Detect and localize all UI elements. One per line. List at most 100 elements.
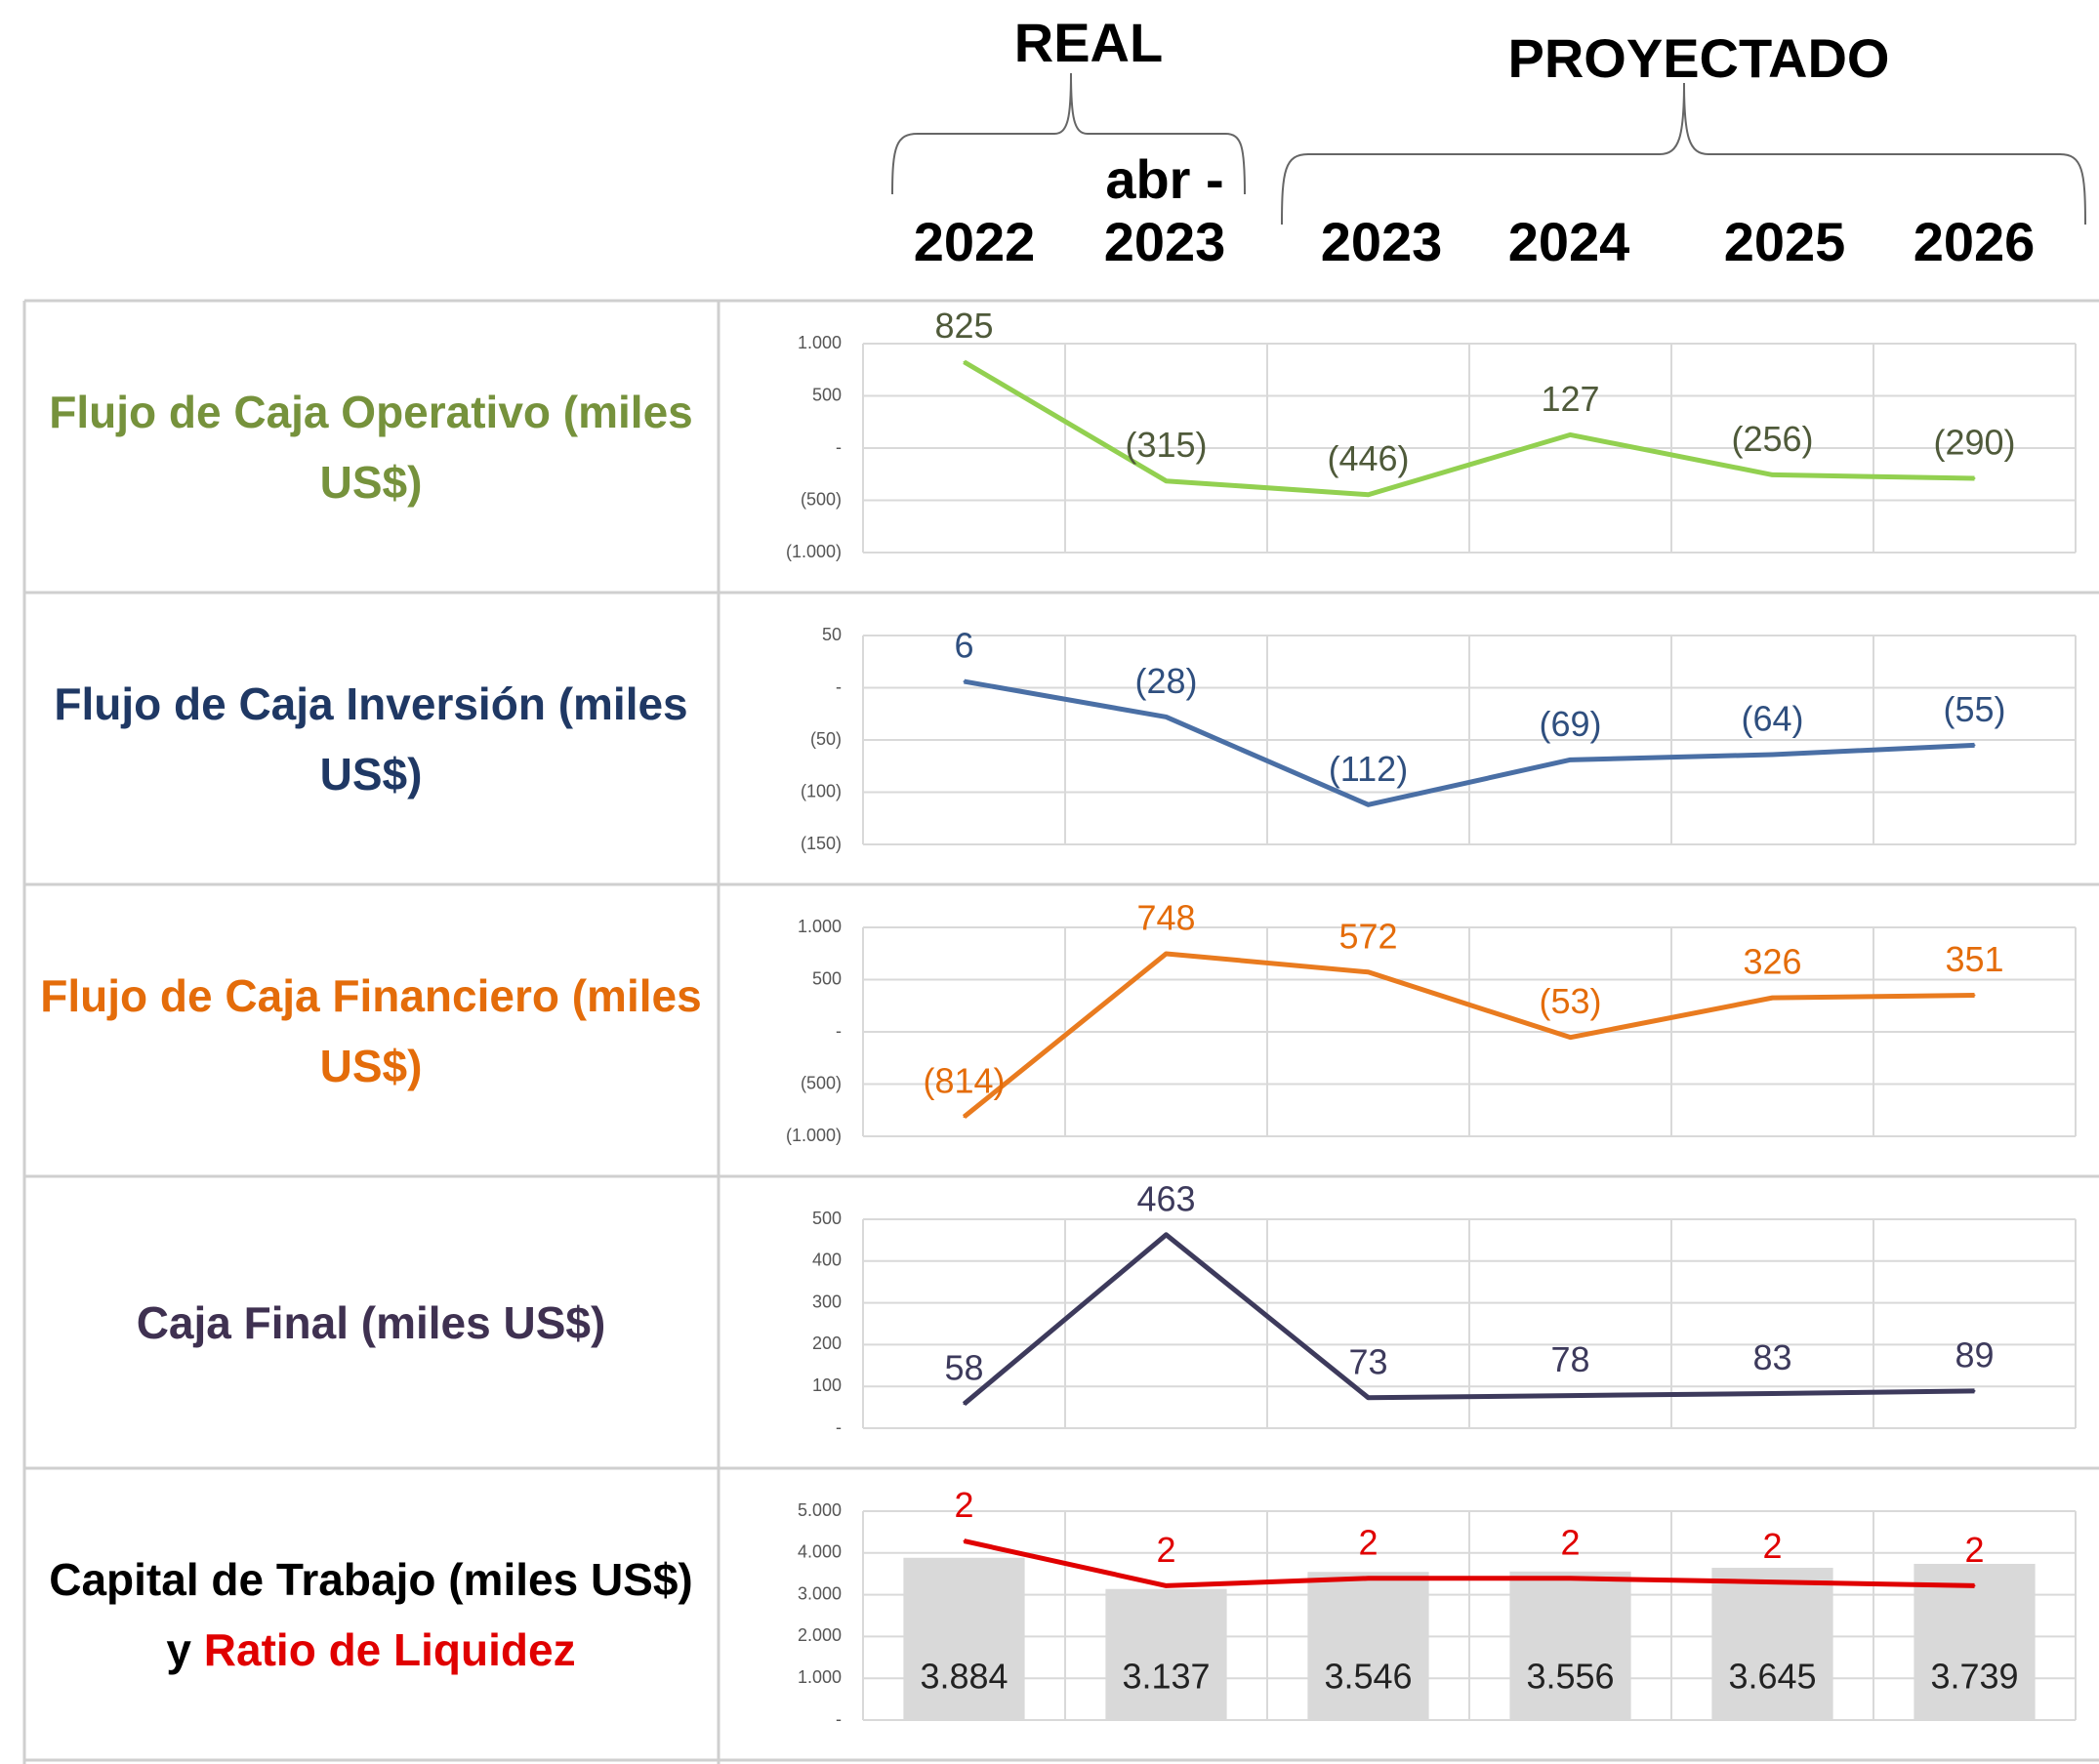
point [1569,759,1572,761]
data-label: 2 [1358,1522,1378,1562]
data-label: 127 [1541,379,1599,419]
point [1771,1580,1774,1583]
y-tick-label: - [836,1021,842,1041]
projected-brace [1281,82,2086,226]
data-label: 2 [1762,1526,1782,1566]
y-tick-label: 500 [812,1209,842,1228]
data-label: (55) [1943,689,2005,729]
data-label: 6 [954,626,973,666]
data-label: 2 [954,1485,973,1525]
data-label: 2 [1560,1522,1580,1562]
point [1165,1233,1168,1236]
y-tick-label: (500) [801,489,842,509]
point [1771,473,1774,476]
bar [1307,1572,1429,1720]
line [963,359,1975,498]
period-label: 2023 [1320,211,1443,272]
data-label: (290) [1933,423,2015,463]
point [1569,433,1572,436]
data-label: 3.137 [1122,1657,1210,1697]
y-tick-label: - [836,677,842,696]
y-tick-label: 400 [812,1251,842,1270]
row-title: Capital de Trabajo (miles US$) y Ratio d… [39,1468,703,1760]
y-tick-label: (1.000) [786,542,842,561]
data-label: 78 [1550,1339,1589,1379]
data-label: 89 [1955,1334,1994,1374]
period-label: 2022 [913,211,1036,272]
bar [1711,1567,1833,1720]
point [1973,1584,1976,1587]
real-brace [891,72,1246,195]
bar [903,1557,1025,1720]
data-label: (28) [1134,661,1197,701]
point [1569,1036,1572,1039]
data-label: 73 [1348,1341,1387,1381]
row-title: Flujo de Caja Inversión (miles US$) [39,593,703,884]
point [963,1116,966,1119]
data-label: (256) [1731,419,1813,459]
point [963,1403,966,1406]
data-label: 58 [944,1348,983,1388]
y-tick-label: - [836,1709,842,1729]
title-part: Ratio de Liquidez [203,1623,576,1675]
data-label: 351 [1945,939,2003,979]
point [1973,994,1976,997]
point [1165,1584,1168,1587]
data-label: (446) [1327,438,1409,478]
data-label: (53) [1539,981,1601,1021]
point [1973,477,1976,480]
data-label: 748 [1136,897,1195,937]
row-title: Flujo de Caja Operativo (miles US$) [39,301,703,593]
point [1367,1396,1370,1399]
point [1367,970,1370,973]
point [1569,1394,1572,1397]
point [963,1539,966,1542]
y-tick-label: 2.000 [798,1625,842,1645]
y-tick-label: 3.000 [798,1583,842,1603]
period-label: abr - 2023 [1103,148,1226,272]
point [1771,753,1774,756]
data-label: 83 [1752,1337,1791,1377]
y-tick-label: 100 [812,1375,842,1395]
title-text: Flujo de Caja Financiero (miles US$) [40,969,702,1091]
data-label: 825 [934,306,993,346]
title-text: Flujo de Caja Inversión (miles US$) [54,677,688,800]
data-label: (814) [923,1061,1005,1101]
y-tick-label: (50) [810,729,842,749]
row-title: Caja Final (miles US$) [39,1176,703,1468]
y-tick-label: (1.000) [786,1126,842,1145]
y-tick-label: 5.000 [798,1500,842,1520]
title-text: Caja Final (miles US$) [136,1296,606,1348]
point [1973,1389,1976,1392]
y-tick-label: 4.000 [798,1542,842,1562]
y-tick-label: 500 [812,968,842,988]
y-tick-label: (150) [801,834,842,853]
point [1569,1577,1572,1579]
y-tick-label: 200 [812,1333,842,1353]
data-label: 3.739 [1930,1657,2018,1697]
bar [1509,1571,1631,1720]
data-label: 572 [1338,916,1397,956]
bar [1105,1588,1227,1720]
data-label: (64) [1741,698,1803,738]
data-label: 2 [1964,1530,1984,1570]
point [1367,1577,1370,1579]
line [964,678,1975,807]
title-text: Capital de Trabajo (miles US$) y Ratio d… [39,1544,703,1685]
data-label: 326 [1743,942,1801,982]
period-label: 2024 [1507,211,1630,272]
projected-label: PROYECTADO [1507,27,1890,89]
data-label: 463 [1136,1178,1195,1218]
data-label: (315) [1125,425,1207,465]
point [1973,744,1976,747]
bar [1914,1563,2036,1720]
period-label: 2026 [1913,211,2036,272]
row-title: Flujo de Caja Financiero (miles US$) [39,884,703,1176]
real-label: REAL [1013,12,1164,73]
point [1165,952,1168,955]
data-label: 2 [1156,1530,1175,1570]
title-part: Capital de Trabajo (miles US$) y [49,1553,693,1675]
y-tick-label: 1.000 [798,333,842,352]
